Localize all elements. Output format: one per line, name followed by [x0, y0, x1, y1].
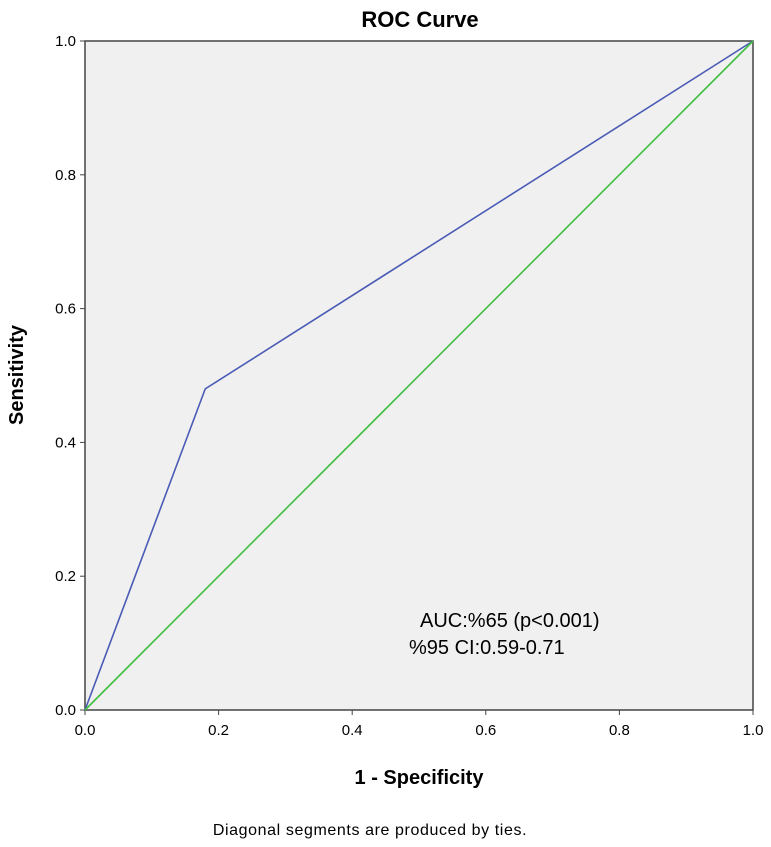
y-tick-label: 1.0	[55, 33, 76, 50]
y-axis-title: Sensitivity	[6, 324, 28, 425]
x-axis-title: 1 - Specificity	[355, 767, 485, 789]
x-tick-label: 1.0	[743, 722, 764, 739]
x-tick-label: 0.2	[208, 722, 229, 739]
y-axis-ticks: 0.0 0.2 0.4 0.6 0.8 1.0	[55, 33, 85, 719]
x-tick-label: 0.6	[475, 722, 496, 739]
footnote: Diagonal segments are produced by ties.	[213, 822, 527, 839]
reference-diagonal-line	[84, 40, 754, 711]
auc-annotation: AUC:%65 (p<0.001)	[420, 610, 600, 632]
y-tick-label: 0.2	[55, 568, 76, 585]
x-axis-ticks: 0.0 0.2 0.4 0.6 0.8 1.0	[75, 710, 764, 739]
x-tick-label: 0.8	[609, 722, 630, 739]
y-tick-label: 0.6	[55, 301, 76, 318]
x-tick-label: 0.4	[342, 722, 363, 739]
series-layer	[84, 40, 754, 711]
x-tick-label: 0.0	[75, 722, 96, 739]
roc-curve-line	[84, 40, 754, 711]
y-tick-label: 0.8	[55, 167, 76, 184]
y-tick-label: 0.0	[55, 702, 76, 719]
chart-title: ROC Curve	[361, 7, 478, 32]
y-tick-label: 0.4	[55, 434, 76, 451]
ci-annotation: %95 CI:0.59-0.71	[409, 637, 565, 659]
